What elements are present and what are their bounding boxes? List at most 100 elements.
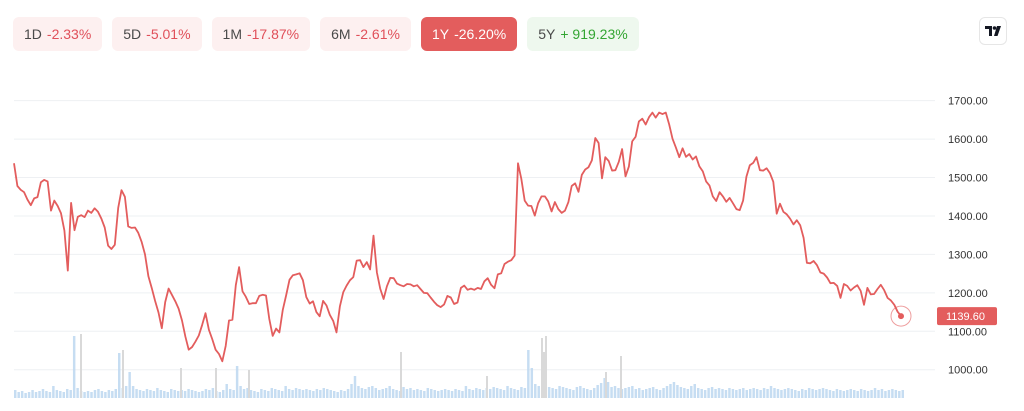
volume-bar <box>187 389 190 398</box>
volume-bar <box>45 391 48 398</box>
volume-bar <box>658 390 662 398</box>
volume-bar <box>613 386 617 398</box>
volume-bar <box>721 389 724 398</box>
volume-bar <box>107 390 111 398</box>
volume-bar <box>86 391 90 398</box>
volume-spike-bar <box>180 368 182 398</box>
volume-bar <box>384 388 388 398</box>
volume-bar <box>572 390 575 398</box>
volume-bar <box>436 391 440 398</box>
volume-bar <box>624 388 627 398</box>
volume-bar <box>492 387 495 398</box>
volume-bar <box>364 389 367 398</box>
volume-bar <box>90 392 93 398</box>
volume-bar <box>759 390 762 398</box>
volume-bar <box>329 390 332 398</box>
volume-bar <box>596 385 599 398</box>
volume-bar <box>319 390 322 398</box>
volume-bar <box>170 389 173 398</box>
volume-bar <box>159 390 163 398</box>
volume-bar <box>846 390 849 398</box>
volume-bar <box>59 391 62 398</box>
volume-bar <box>728 388 731 398</box>
volume-bar <box>828 390 832 398</box>
tab-5d[interactable]: 5D -5.01% <box>112 17 202 51</box>
volume-bar <box>683 388 686 398</box>
volume-bar <box>627 387 631 398</box>
volume-bar <box>315 389 319 398</box>
volume-bar <box>804 390 807 398</box>
volume-bar <box>662 388 665 398</box>
volume-bar <box>166 392 170 398</box>
volume-bar <box>20 391 24 398</box>
volume-bar <box>97 389 100 398</box>
volume-bar <box>648 388 651 398</box>
volume-bar <box>901 390 904 398</box>
volume-bar <box>589 390 592 398</box>
tab-change-label: -2.33% <box>46 26 92 42</box>
volume-bar <box>93 390 97 398</box>
volume-bar <box>104 392 107 398</box>
volume-bar <box>894 390 898 398</box>
volume-bar <box>263 390 267 398</box>
tab-1y[interactable]: 1Y -26.20% <box>420 17 518 51</box>
y-tick-label: 1500.00 <box>948 173 988 185</box>
tab-5y[interactable]: 5Y + 919.23% <box>527 17 639 51</box>
tab-change-label: -2.61% <box>355 26 400 42</box>
volume-bar <box>471 390 475 398</box>
tab-period-label: 1M <box>222 26 242 42</box>
volume-bar <box>651 387 655 398</box>
volume-bar <box>696 388 700 398</box>
tab-1m[interactable]: 1M -17.87% <box>211 17 311 51</box>
volume-spike-bar <box>541 338 543 398</box>
volume-spike-bar <box>215 368 217 398</box>
volume-bar <box>714 389 717 398</box>
volume-bar <box>149 390 152 398</box>
volume-bar <box>693 384 696 398</box>
volume-bar <box>423 391 426 398</box>
tradingview-logo-glyph <box>985 26 1001 36</box>
volume-bar <box>631 386 634 398</box>
volume-bar <box>880 389 884 398</box>
volume-bar <box>17 392 20 398</box>
volume-bar <box>291 390 294 398</box>
volume-bar <box>592 388 596 398</box>
volume-bar <box>440 390 443 398</box>
volume-bar <box>579 386 582 398</box>
tab-1d[interactable]: 1D -2.33% <box>13 17 103 51</box>
volume-bar <box>156 388 159 398</box>
tab-change-label: -17.87% <box>246 26 300 42</box>
volume-bar <box>201 391 204 398</box>
volume-bar <box>194 391 197 398</box>
volume-spike-bar <box>605 372 607 398</box>
volume-bar <box>211 388 215 398</box>
volume-bar <box>360 388 364 398</box>
volume-bar <box>516 390 520 398</box>
volume-bar <box>856 391 859 398</box>
volume-bar <box>228 389 232 398</box>
volume-spike-bar <box>122 350 124 398</box>
volume-bar <box>800 389 804 398</box>
volume-bar <box>482 390 485 398</box>
volume-bar <box>66 389 69 398</box>
volume-bar <box>308 390 312 398</box>
volume-bar <box>676 385 679 398</box>
last-price-label: 1139.60 <box>946 311 985 323</box>
volume-bar <box>568 389 572 398</box>
volume-bar <box>246 388 249 398</box>
volume-bar <box>294 388 298 398</box>
volume-bar <box>298 389 301 398</box>
volume-bar <box>38 391 41 398</box>
volume-bar <box>357 386 360 398</box>
volume-bar <box>762 388 766 398</box>
volume-bar <box>416 389 419 398</box>
volume-bar <box>69 390 72 398</box>
volume-bar <box>190 390 194 398</box>
tab-6m[interactable]: 6M -2.61% <box>320 17 411 51</box>
volume-bar <box>634 389 638 398</box>
volume-spike-bar <box>545 336 547 398</box>
tradingview-logo-icon[interactable] <box>979 17 1007 45</box>
volume-bar <box>617 388 620 398</box>
